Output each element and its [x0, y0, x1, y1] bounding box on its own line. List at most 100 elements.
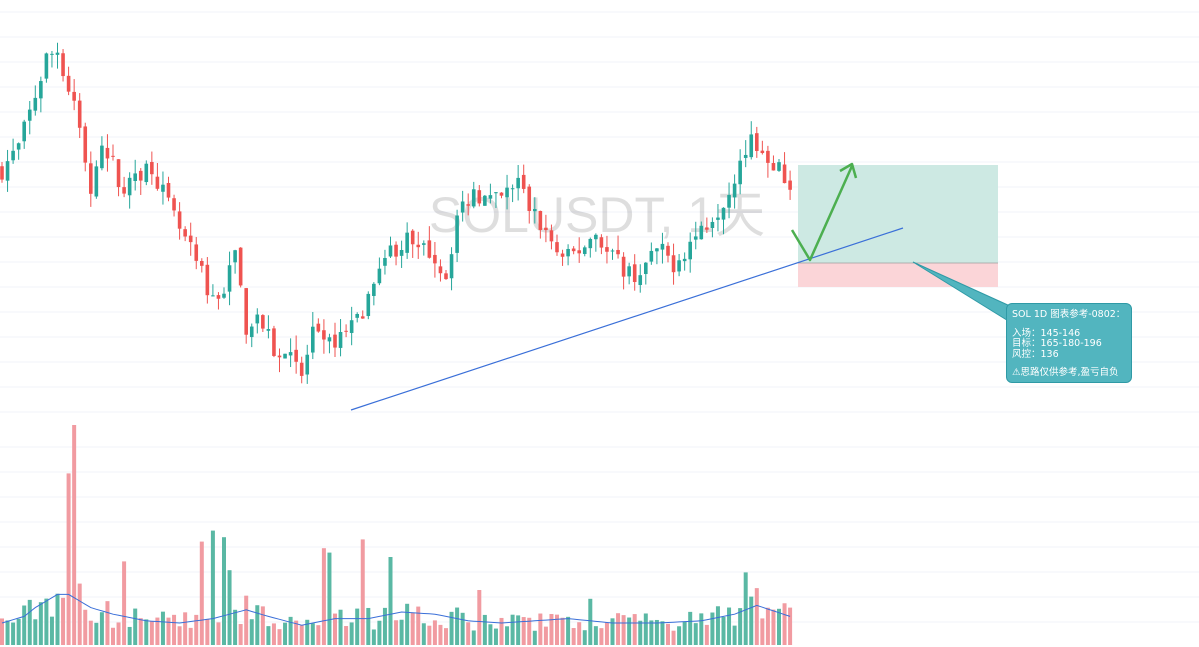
volume-bar: [111, 627, 115, 645]
volume-bar: [510, 614, 515, 645]
candle-body: [222, 293, 226, 298]
candle-body: [721, 207, 726, 220]
candle-body: [788, 180, 792, 190]
volume-bar: [222, 537, 226, 645]
candle-body: [249, 326, 254, 338]
candle-body: [755, 133, 759, 151]
volume-bar: [760, 618, 765, 645]
volume-bar: [310, 623, 315, 645]
volume-bar: [743, 572, 748, 645]
candle-body: [366, 293, 371, 317]
candle-body: [688, 241, 692, 260]
volume-bar: [260, 606, 265, 645]
volume-bar: [660, 621, 665, 645]
volume-bar: [538, 613, 543, 645]
projection-arrow[interactable]: [790, 165, 854, 262]
volume-bar: [255, 605, 260, 645]
volume-bar: [410, 612, 415, 645]
volume-bar: [588, 598, 593, 645]
volume-bar: [771, 609, 776, 645]
volume-bar: [466, 622, 471, 645]
candle-body: [516, 177, 520, 189]
volume-bar: [704, 624, 709, 645]
volume-bar: [482, 614, 487, 645]
candle-body: [671, 255, 676, 273]
volume-bar: [33, 619, 38, 645]
candle-body: [94, 166, 99, 197]
candle-body: [388, 245, 393, 257]
candle-body: [471, 189, 476, 207]
candle-body: [582, 247, 587, 254]
candle-body: [50, 53, 54, 55]
candle-body: [644, 262, 648, 275]
candle-body: [255, 314, 260, 324]
volume-bar: [288, 616, 293, 645]
candle-body: [344, 330, 348, 332]
candle-body: [138, 170, 143, 181]
candle-body: [355, 313, 359, 318]
candle-body: [22, 121, 26, 142]
volume-bar: [27, 599, 32, 645]
volume-bar: [299, 625, 304, 645]
candle-body: [16, 143, 21, 150]
candle-body: [194, 244, 199, 261]
trade-plan-callout[interactable]: SOL 1D 图表参考-0802： 入场：145-146 目标：165-180-…: [1006, 303, 1132, 383]
volume-bar: [160, 611, 165, 645]
candle-body: [150, 161, 154, 175]
candle-body: [0, 166, 4, 180]
volume-bar: [416, 606, 421, 645]
candle-body: [161, 184, 165, 192]
volume-bar: [244, 595, 249, 645]
volume-bar: [549, 613, 554, 645]
candle-body: [39, 81, 43, 99]
volume-bar: [194, 614, 199, 645]
volume-bar: [455, 607, 460, 645]
candle-body: [44, 53, 49, 79]
candle-body: [244, 288, 248, 335]
volume-bar: [177, 626, 182, 645]
callout-stop: 风控：136: [1012, 348, 1059, 360]
candle-body: [83, 126, 88, 163]
volume-bar: [527, 617, 532, 645]
volume-bar: [560, 617, 565, 645]
volume-bar: [632, 614, 637, 645]
volume-bar: [499, 617, 504, 645]
candle-body: [738, 160, 742, 185]
volume-bar: [83, 609, 88, 645]
candle-body: [66, 75, 71, 92]
volume-bar: [699, 613, 704, 645]
volume-bar: [521, 617, 526, 645]
volume-bar: [593, 626, 598, 645]
candle-body: [743, 154, 748, 158]
candle-body: [577, 250, 581, 254]
volume-bar: [0, 618, 4, 645]
candle-body: [311, 326, 315, 353]
volume-bar: [532, 630, 537, 645]
volume-bar: [643, 613, 648, 645]
candle-body: [205, 264, 210, 296]
candle-body: [433, 254, 437, 264]
candle-body: [144, 163, 149, 183]
candle-body: [605, 247, 609, 252]
candle-body: [227, 265, 232, 292]
volume-bar: [133, 608, 138, 645]
candle-body: [338, 332, 343, 348]
volume-bar: [77, 583, 82, 645]
candle-body: [333, 334, 337, 348]
volume-bar: [582, 630, 587, 645]
candle-body: [477, 190, 482, 204]
candle-body: [372, 283, 376, 296]
candle-body: [749, 134, 754, 158]
volume-bar: [388, 557, 393, 645]
candle-body: [133, 173, 137, 182]
candle-body: [632, 264, 637, 283]
volume-bar: [11, 622, 16, 645]
candle-body: [72, 91, 76, 101]
candle-body: [155, 176, 160, 189]
candle-body: [771, 163, 776, 171]
volume-bar: [493, 628, 498, 645]
volume-bar: [577, 622, 582, 645]
candle-body: [305, 354, 310, 375]
candle-body: [360, 316, 365, 319]
